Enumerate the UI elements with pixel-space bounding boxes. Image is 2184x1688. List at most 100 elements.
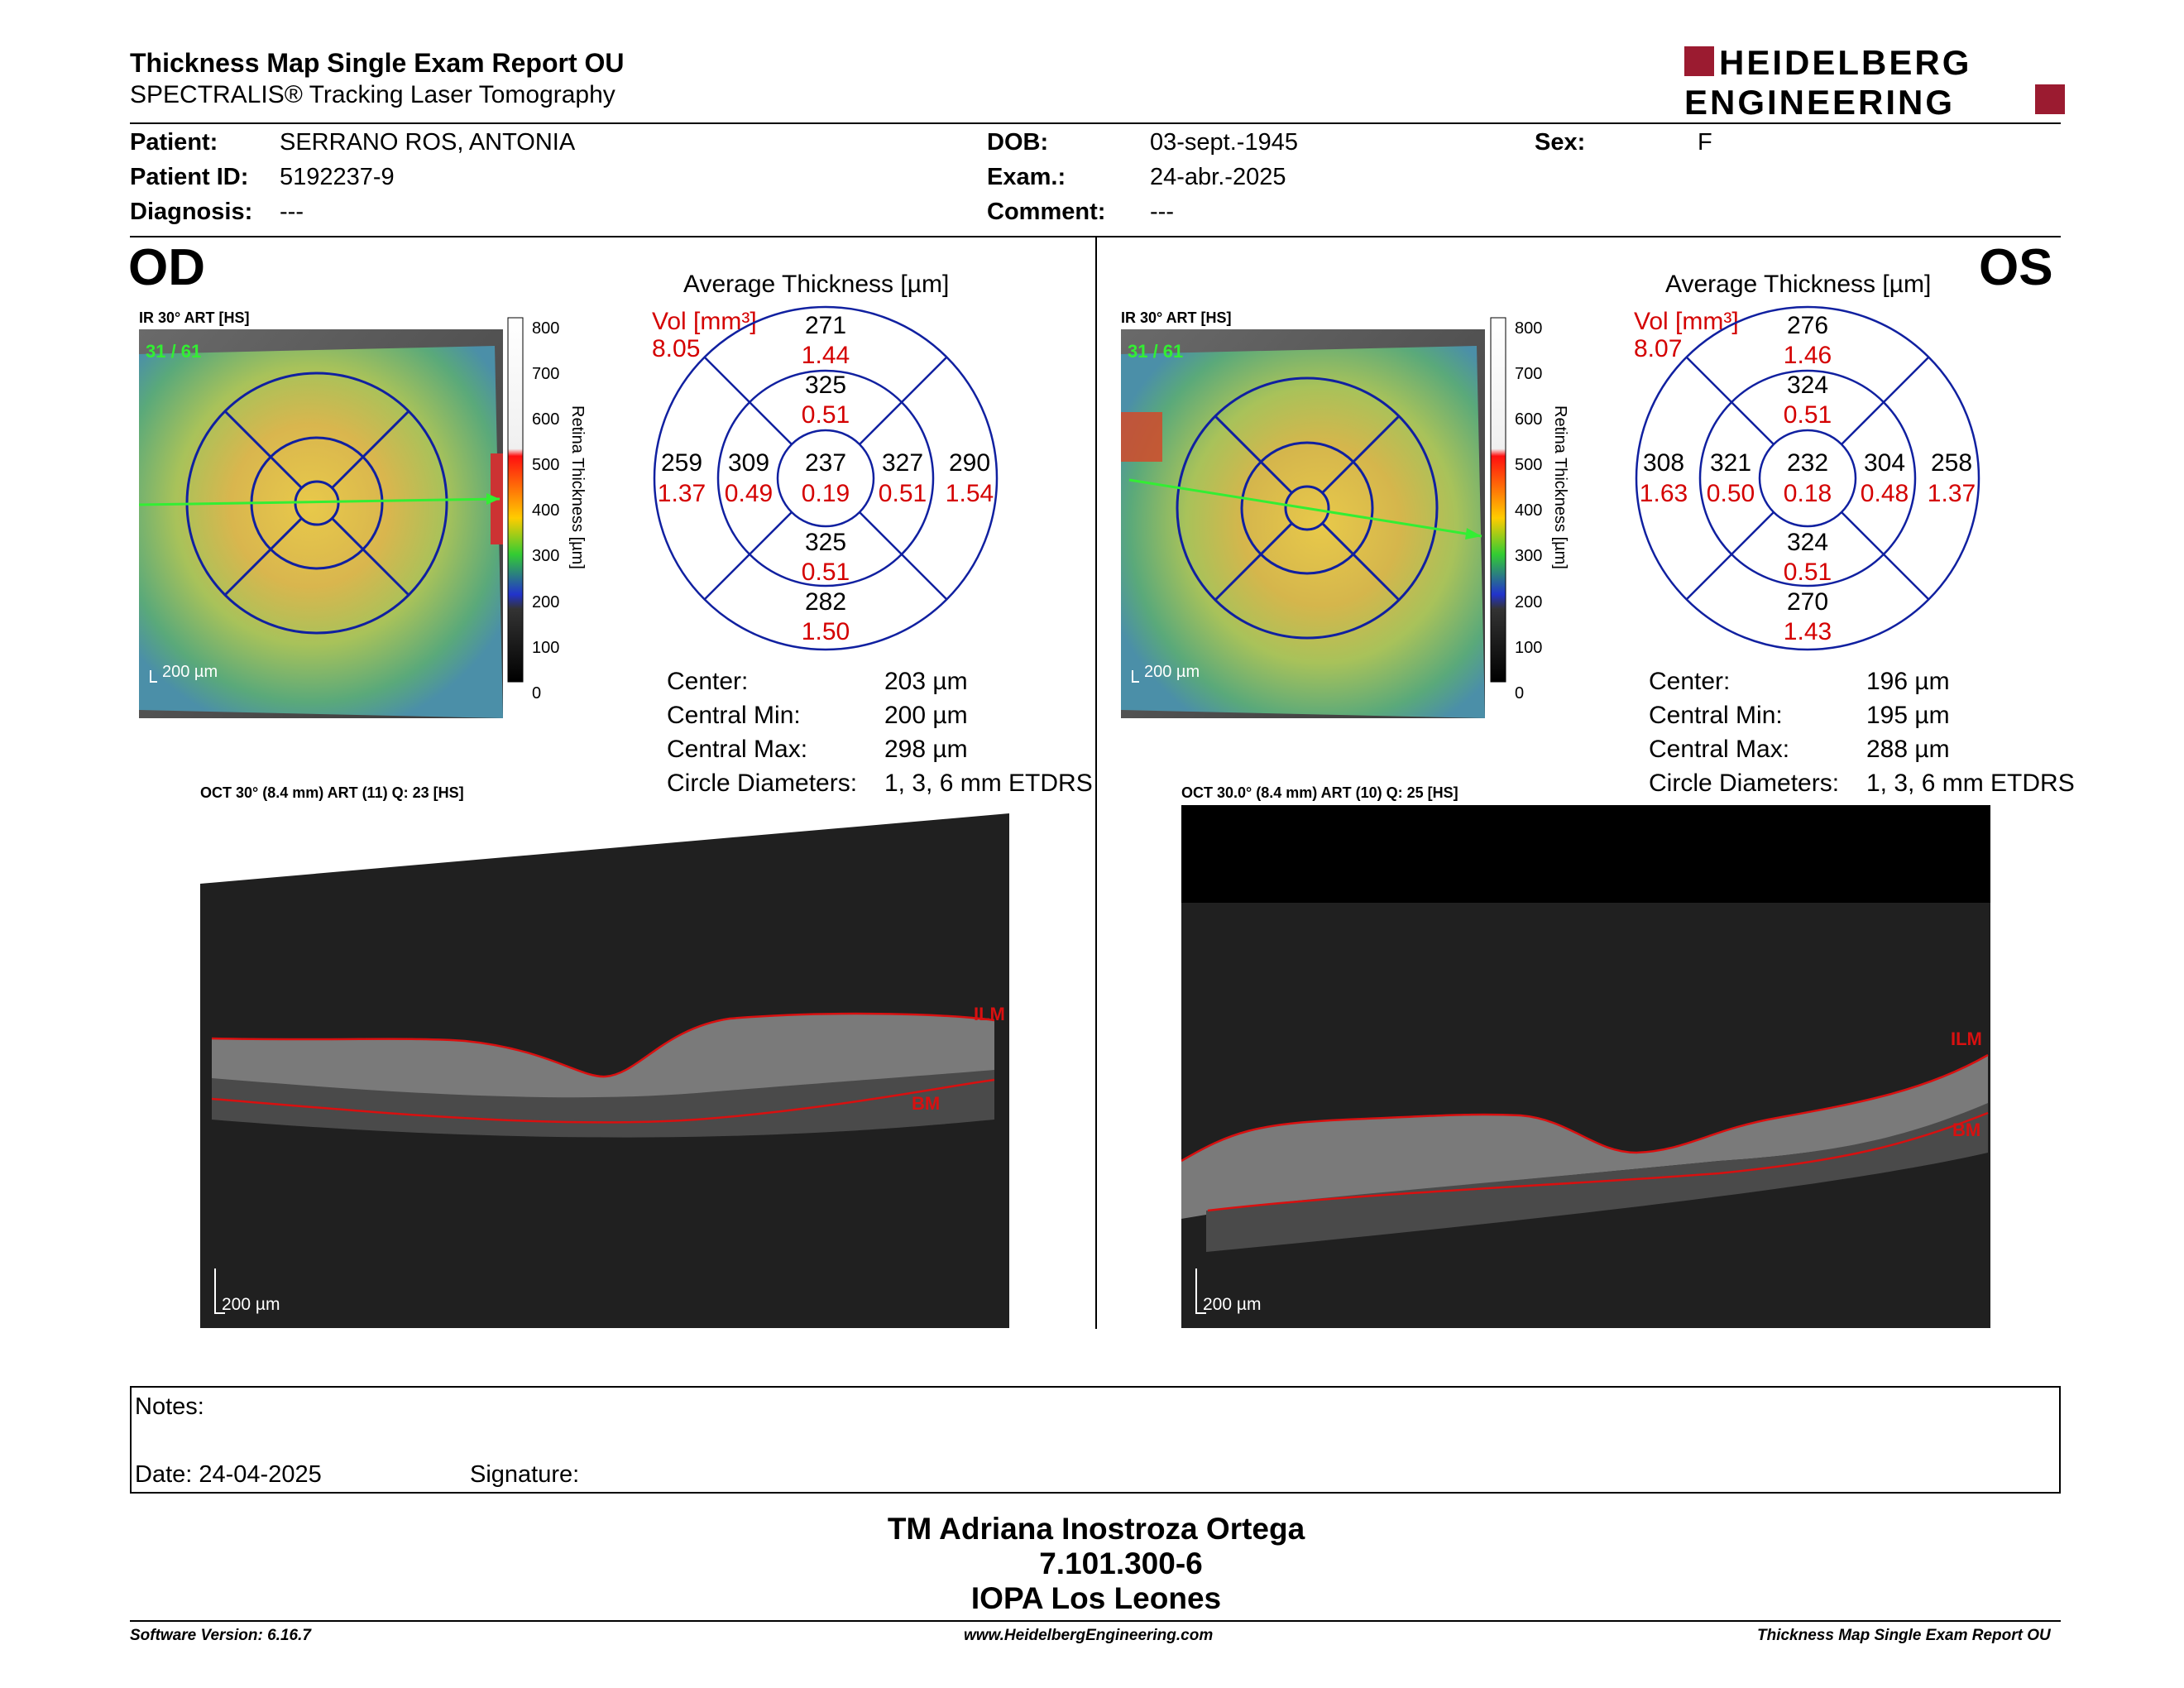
os-inner-inf-vol: 0.51 (1784, 559, 1832, 586)
os-center-vol: 0.18 (1784, 480, 1832, 507)
os-scale-label: 200 µm (1144, 663, 1200, 681)
os-oct-bscan: ILM BM 200 µm (1181, 805, 1990, 1328)
os-ilm-label: ILM (1951, 1029, 1982, 1049)
od-ilm-label: ILM (974, 1004, 1005, 1024)
os-oct-scale: 200 µm (1203, 1295, 1261, 1314)
od-outer-right-thickness: 290 (949, 449, 990, 477)
os-inner-sup-thickness: 324 (1787, 372, 1828, 399)
od-ir-caption: IR 30° ART [HS] (139, 309, 250, 326)
signature-label: Signature: (470, 1461, 580, 1488)
od-inner-left-vol: 0.49 (725, 480, 773, 507)
os-bm-label: BM (1952, 1120, 1980, 1140)
od-oct-caption: OCT 30° (8.4 mm) ART (11) Q: 23 [HS] (200, 784, 464, 801)
os-frame-counter: 31 / 61 (1128, 341, 1183, 362)
od-circle-label: Circle Diameters: (667, 770, 858, 797)
os-min-value: 195 µm (1866, 702, 1950, 729)
report-subtitle: SPECTRALIS® Tracking Laser Tomography (130, 81, 615, 108)
od-outer-left-thickness: 259 (661, 449, 702, 477)
od-inner-left-thickness: 309 (728, 449, 769, 477)
comment-label: Comment: (987, 199, 1106, 225)
os-outer-left-thickness: 308 (1643, 449, 1684, 477)
od-eye-label: OD (128, 239, 205, 296)
od-max-label: Central Max: (667, 736, 808, 763)
od-oct-scale: 200 µm (222, 1295, 280, 1314)
os-thickness-map: 31 / 61 200 µm (1121, 329, 1485, 718)
od-center-label: Center: (667, 668, 749, 695)
patient-id: 5192237-9 (280, 164, 395, 190)
od-max-value: 298 µm (884, 736, 968, 763)
os-center-value: 196 µm (1866, 668, 1950, 695)
diagnosis-label: Diagnosis: (130, 199, 253, 225)
patient-name: SERRANO ROS, ANTONIA (280, 129, 576, 156)
signer-id: 7.101.300-6 (1039, 1547, 1203, 1580)
od-outer-inf-vol: 1.50 (802, 618, 850, 645)
exam-label: Exam.: (987, 164, 1066, 190)
od-thickness-map: 31 / 61 200 µm (139, 329, 503, 718)
od-min-label: Central Min: (667, 702, 801, 729)
os-center-thickness: 232 (1787, 449, 1828, 477)
exam-value: 24-abr.-2025 (1150, 164, 1286, 190)
od-colorbar-ticks: 800 700 600 500 400 300 200 100 0 (532, 319, 560, 703)
os-outer-right-thickness: 258 (1931, 449, 1972, 477)
os-inner-sup-vol: 0.51 (1784, 401, 1832, 429)
od-colorbar-title: Retina Thickness [µm] (568, 405, 587, 569)
od-inner-sup-vol: 0.51 (802, 401, 850, 429)
os-colorbar-title: Retina Thickness [µm] (1551, 405, 1569, 569)
eye-divider (1095, 237, 1097, 1329)
os-inner-right-thickness: 304 (1864, 449, 1905, 477)
od-etdrs-grid: 271 1.44 325 0.51 237 0.19 325 0.51 282 … (653, 305, 999, 651)
os-max-label: Central Max: (1649, 736, 1790, 763)
footer-divider (130, 1620, 2061, 1622)
od-min-value: 200 µm (884, 702, 968, 729)
os-outer-sup-vol: 1.46 (1784, 342, 1832, 369)
os-vol-total: 8.07 (1634, 335, 1683, 362)
dob-label: DOB: (987, 129, 1049, 156)
os-center-label: Center: (1649, 668, 1731, 695)
os-outer-right-vol: 1.37 (1928, 480, 1976, 507)
od-frame-counter: 31 / 61 (146, 341, 201, 362)
heidelberg-logo: HEIDELBERG ENGINEERING (1684, 45, 2065, 117)
os-max-value: 288 µm (1866, 736, 1950, 763)
notes-label: Notes: (135, 1393, 204, 1420)
os-ir-caption: IR 30° ART [HS] (1121, 309, 1232, 326)
od-inner-right-vol: 0.51 (879, 480, 927, 507)
os-circle-value: 1, 3, 6 mm ETDRS (1866, 770, 2075, 797)
notes-date: Date: 24-04-2025 (135, 1461, 322, 1488)
od-outer-sup-thickness: 271 (805, 312, 846, 339)
od-bm-label: BM (912, 1093, 940, 1114)
os-colorbar (1490, 317, 1506, 683)
os-inner-right-vol: 0.48 (1861, 480, 1909, 507)
os-inner-left-vol: 0.50 (1707, 480, 1755, 507)
os-oct-caption: OCT 30.0° (8.4 mm) ART (10) Q: 25 [HS] (1181, 784, 1458, 801)
footer-report-name: Thickness Map Single Exam Report OU (1757, 1627, 2051, 1644)
os-etdrs-grid: 276 1.46 324 0.51 232 0.18 324 0.51 270 … (1635, 305, 1980, 651)
os-eye-label: OS (1979, 239, 2053, 296)
od-circle-value: 1, 3, 6 mm ETDRS (884, 770, 1093, 797)
sex-label: Sex: (1535, 129, 1586, 156)
od-colorbar (507, 317, 524, 683)
diagnosis-value: --- (280, 199, 304, 225)
website-link[interactable]: www.HeidelbergEngineering.com (964, 1627, 1214, 1644)
od-avg-title: Average Thickness [µm] (683, 271, 950, 298)
os-inner-inf-thickness: 324 (1787, 529, 1828, 556)
dob-value: 03-sept.-1945 (1150, 129, 1298, 156)
os-circle-label: Circle Diameters: (1649, 770, 1840, 797)
notes-box[interactable] (130, 1386, 2061, 1494)
od-outer-inf-thickness: 282 (805, 588, 846, 616)
os-outer-inf-vol: 1.43 (1784, 618, 1832, 645)
od-center-value: 203 µm (884, 668, 968, 695)
sex-value: F (1698, 129, 1712, 156)
os-min-label: Central Min: (1649, 702, 1783, 729)
od-outer-left-vol: 1.37 (658, 480, 706, 507)
os-colorbar-ticks: 800 700 600 500 400 300 200 100 0 (1515, 319, 1543, 703)
od-scale-label: 200 µm (162, 663, 218, 681)
od-outer-right-vol: 1.54 (946, 480, 994, 507)
os-inner-left-thickness: 321 (1710, 449, 1751, 477)
signer-institution: IOPA Los Leones (970, 1581, 1222, 1615)
os-outer-inf-thickness: 270 (1787, 588, 1828, 616)
os-avg-title: Average Thickness [µm] (1665, 271, 1932, 298)
patient-label: Patient: (130, 129, 218, 156)
od-center-vol: 0.19 (802, 480, 850, 507)
od-center-thickness: 237 (805, 449, 846, 477)
patient-id-label: Patient ID: (130, 164, 249, 190)
